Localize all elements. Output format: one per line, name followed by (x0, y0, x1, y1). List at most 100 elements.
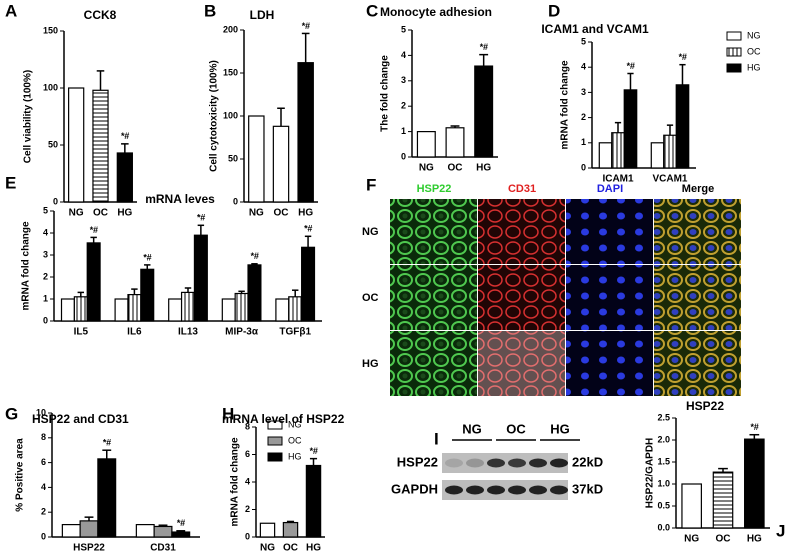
x-tick-label: HSP22 (73, 543, 105, 554)
bar (114, 298, 129, 322)
row-label: NG (362, 226, 379, 238)
x-tick-label: NG (419, 163, 434, 174)
y-tick-label: 200 (223, 24, 238, 34)
x-tick-label: IL6 (127, 327, 142, 338)
bar (275, 298, 290, 322)
bar (171, 531, 191, 538)
bar (97, 458, 117, 538)
y-tick-label: 2 (41, 507, 46, 517)
bar (248, 115, 265, 203)
panel-letter: J (776, 521, 785, 540)
row-size: 22kD (572, 454, 603, 469)
y-tick-label: 150 (223, 67, 238, 77)
y-tick-label: 0 (581, 162, 586, 172)
bar (127, 294, 142, 322)
legend-label: NG (747, 30, 761, 40)
blot-band (508, 485, 526, 495)
y-tick-label: 1 (43, 293, 48, 303)
y-tick-label: 0 (41, 531, 46, 541)
micrograph (566, 199, 653, 264)
bar (681, 483, 702, 529)
row-label: OC (362, 292, 379, 304)
y-axis-label: mRNA fold change (560, 60, 571, 150)
y-tick-label: 0 (43, 315, 48, 325)
bar (168, 298, 183, 322)
blot-band (550, 485, 568, 495)
x-tick-label: OC (448, 163, 463, 174)
bar (79, 520, 99, 538)
legend-swatch (267, 420, 283, 430)
legend-swatch (267, 436, 283, 446)
legend-label: HG (288, 451, 302, 461)
x-tick-label: NG (69, 208, 84, 219)
significance: *# (479, 42, 488, 52)
y-tick-label: 2 (401, 101, 406, 111)
x-tick-label: VCAM1 (652, 174, 687, 185)
y-tick-label: 50 (48, 139, 58, 149)
x-tick-label: HG (298, 208, 313, 219)
y-tick-label: 8 (245, 421, 250, 431)
y-tick-label: 2 (581, 112, 586, 122)
y-axis-label: mRNA fold change (21, 221, 32, 311)
bar (234, 292, 249, 322)
chart-title: mRNA level of HSP22 (222, 412, 345, 426)
bar (68, 87, 85, 203)
y-tick-label: 4 (41, 482, 46, 492)
y-tick-label: 4 (43, 227, 48, 237)
y-tick-label: 3 (401, 75, 406, 85)
legend-label: OC (747, 46, 761, 56)
legend-label: NG (288, 419, 302, 429)
y-tick-label: 4 (581, 62, 586, 72)
blot-band (466, 485, 484, 495)
bar (282, 521, 299, 538)
y-tick-label: 150 (43, 25, 58, 35)
x-tick-label: IL5 (74, 327, 89, 338)
x-tick-label: OC (93, 208, 108, 219)
panel-letter: G (5, 404, 18, 423)
y-tick-label: 1 (401, 126, 406, 136)
blot-band (508, 458, 526, 468)
y-axis-label: mRNA fold change (230, 437, 241, 527)
blot-band (529, 485, 547, 495)
x-tick-label: TGFβ1 (279, 327, 311, 338)
group-label: NG (462, 421, 482, 436)
bar (650, 142, 665, 169)
x-tick-label: MIP-3α (225, 327, 259, 338)
bar (180, 291, 196, 322)
blot-band (550, 458, 568, 468)
row-name: GAPDH (391, 481, 438, 496)
y-tick-label: 4 (245, 476, 250, 486)
x-tick-label: HG (117, 208, 132, 219)
y-tick-label: 1.5 (657, 456, 670, 466)
y-tick-label: 100 (223, 110, 238, 120)
x-tick-label: HG (476, 163, 491, 174)
bar (193, 234, 208, 322)
row-name: HSP22 (397, 454, 438, 469)
chart-title: Monocyte adhesion (380, 5, 492, 19)
column-header: HSP22 (417, 183, 452, 195)
panel-letter: H (222, 404, 234, 423)
bar (712, 471, 734, 529)
bar (445, 127, 465, 158)
significance: *# (626, 61, 635, 71)
bar (61, 523, 81, 538)
micrograph (390, 265, 477, 330)
legend-swatch (726, 63, 742, 73)
significance: *# (143, 252, 152, 262)
bar (305, 464, 322, 538)
y-tick-label: 2.5 (657, 412, 670, 422)
x-tick-label: NG (684, 534, 699, 545)
x-tick-label: ICAM1 (602, 174, 634, 185)
significance: *# (301, 21, 310, 31)
micrograph (566, 265, 653, 330)
x-tick-label: OC (274, 208, 289, 219)
y-tick-label: 0 (401, 151, 406, 161)
y-tick-label: 2 (43, 271, 48, 281)
y-tick-label: 100 (43, 82, 58, 92)
significance: *# (309, 446, 318, 456)
micrograph (654, 331, 741, 396)
bar (675, 84, 690, 169)
bar (297, 62, 314, 203)
bar (288, 296, 303, 322)
